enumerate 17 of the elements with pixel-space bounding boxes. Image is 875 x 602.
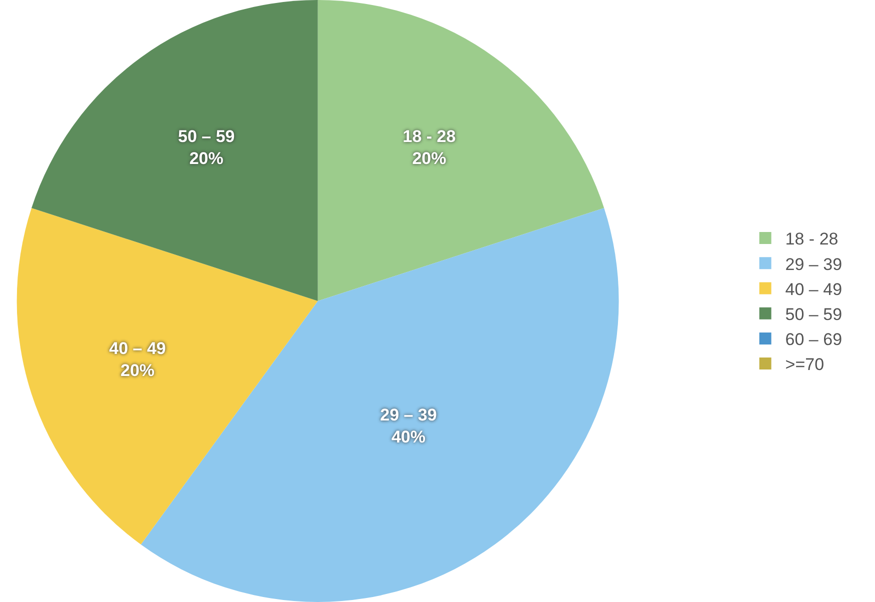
slice-label: 18 - 28 [402,127,456,146]
legend-label: 60 – 69 [785,330,842,350]
pie-slice [32,0,318,301]
legend-label: 18 - 28 [785,230,838,249]
pie-slice [17,208,318,545]
legend-label: 50 – 59 [785,304,842,324]
legend-label: >=70 [785,355,824,374]
data-label: 20% [412,149,446,168]
pie-slice [318,0,604,301]
legend-label: 29 – 39 [785,254,842,274]
slice-label: 50 – 59 [178,127,235,146]
legend-label: 40 – 49 [785,280,842,299]
data-label: 20% [120,361,155,380]
data-label: 40% [391,427,426,446]
slice-label: 29 – 39 [380,405,437,424]
data-label: 20% [189,149,224,168]
slice-label: 40 – 49 [109,339,166,358]
